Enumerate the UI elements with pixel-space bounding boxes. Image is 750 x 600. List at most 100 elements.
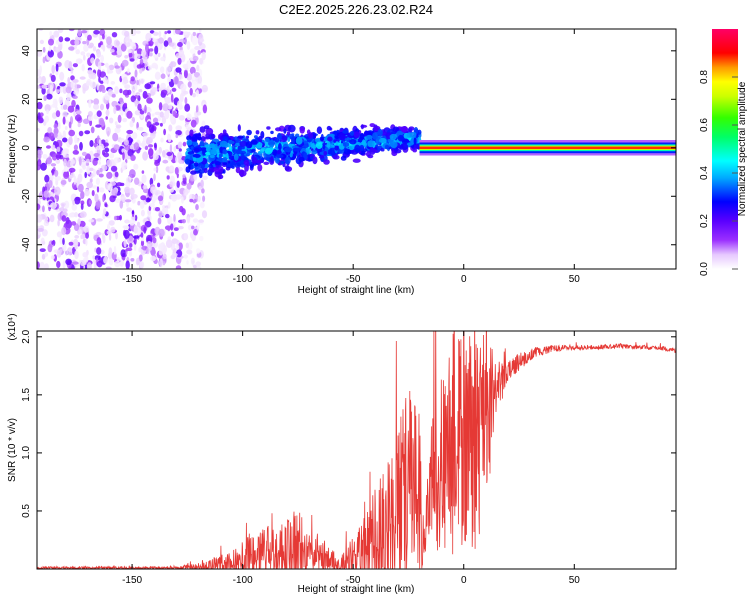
heatmap-blob (129, 41, 136, 47)
heatmap-blob (205, 127, 214, 135)
heatmap-blob (145, 44, 149, 53)
heatmap-blob (43, 95, 47, 101)
heatmap-blob (161, 207, 166, 217)
heatmap-blob (66, 92, 72, 101)
heatmap-blob (92, 255, 95, 260)
heatmap-blob (111, 51, 118, 56)
heatmap-blob (177, 143, 182, 149)
heatmap-blob (276, 149, 282, 155)
heatmap-blob (138, 254, 143, 262)
heatmap-blob (174, 29, 181, 35)
heatmap-blob (58, 36, 64, 43)
heatmap-blob (205, 146, 211, 152)
heatmap-blob (64, 200, 70, 209)
heatmap-blob (100, 103, 104, 111)
heatmap-blob (173, 146, 177, 152)
heatmap-blob (140, 240, 145, 247)
heatmap-blob (154, 71, 161, 81)
heatmap-blob (62, 237, 65, 245)
heatmap-blob (327, 136, 333, 142)
heatmap-blob (222, 129, 227, 135)
heatmap-blob (107, 214, 111, 219)
heatmap-blob (119, 88, 123, 94)
heatmap-blob (130, 76, 135, 82)
heatmap-blob (124, 186, 131, 194)
bottom-y-axis-label: SNR (10 * v/v) (7, 418, 18, 482)
heatmap-blob (62, 104, 68, 110)
heatmap-blob (186, 73, 193, 81)
heatmap-blob (127, 68, 130, 74)
heatmap-blob (202, 104, 208, 114)
heatmap-blob (189, 87, 193, 96)
heatmap-blob (46, 109, 49, 115)
heatmap-blob (83, 44, 89, 52)
heatmap-blob (168, 124, 173, 132)
heatmap-blob (61, 137, 68, 143)
heatmap-blob (37, 101, 43, 110)
heatmap-blob (162, 261, 166, 266)
heatmap-blob (141, 174, 147, 184)
heatmap-blob (49, 30, 53, 37)
heatmap-blob (342, 130, 349, 134)
heatmap-blob (167, 30, 172, 34)
heatmap-blob (163, 40, 169, 47)
heatmap-blob (68, 46, 75, 51)
heatmap-blob (417, 129, 422, 135)
heatmap-blob (68, 121, 72, 129)
heatmap-blob (80, 203, 84, 210)
heatmap-blob (369, 123, 376, 128)
heatmap-blob (114, 65, 120, 69)
colorbar-tick-label: 0.2 (699, 214, 710, 228)
heatmap-blob (146, 136, 153, 144)
heatmap-blob (44, 104, 51, 112)
heatmap-blob (278, 143, 282, 150)
heatmap-blob (187, 31, 191, 36)
heatmap-blob (160, 137, 164, 143)
heatmap-blob (96, 247, 102, 255)
heatmap-blob (141, 170, 145, 174)
heatmap-blob (251, 157, 258, 164)
heatmap-blob (233, 153, 239, 161)
x-tick-label: 50 (569, 575, 581, 586)
heatmap-blob (75, 49, 80, 55)
heatmap-blob (266, 157, 270, 162)
heatmap-blob (342, 142, 350, 147)
heatmap-blob (68, 167, 76, 173)
colorbar-tick-label: 0.0 (699, 262, 710, 276)
heatmap-blob (51, 112, 58, 119)
x-tick-label: -150 (122, 575, 142, 586)
heatmap-blob (348, 145, 355, 151)
heatmap-blob (96, 237, 102, 245)
heatmap-blob (144, 104, 147, 114)
heatmap-blob (70, 172, 75, 178)
heatmap-blob (201, 175, 208, 180)
heatmap-blob (129, 120, 134, 128)
colorbar-tick-label: 0.4 (699, 166, 710, 180)
heatmap-blob (255, 159, 264, 164)
heatmap-blob (159, 111, 164, 118)
heatmap-blob (186, 216, 191, 224)
heatmap-blob (133, 242, 137, 251)
heatmap-blob (167, 134, 172, 143)
heatmap-blob (103, 256, 109, 264)
heatmap-blob (159, 258, 163, 268)
heatmap-blob (184, 158, 191, 165)
heatmap-blob (61, 227, 67, 236)
heatmap-blob (199, 140, 205, 147)
heatmap-blob (136, 221, 141, 228)
heatmap-blob (169, 113, 174, 123)
heatmap-blob (110, 226, 116, 233)
heatmap-blob (78, 156, 82, 166)
heatmap-blob (177, 166, 183, 172)
heatmap-blob (201, 84, 208, 93)
heatmap-blob (64, 126, 68, 130)
heatmap-blob (113, 245, 117, 255)
heatmap-blob (74, 134, 78, 144)
heatmap-blob (170, 61, 174, 68)
heatmap-blob (88, 199, 93, 205)
heatmap-blob (96, 169, 100, 176)
heatmap-blob (238, 170, 247, 177)
heatmap-blob (111, 188, 118, 196)
heatmap-blob (140, 209, 145, 217)
